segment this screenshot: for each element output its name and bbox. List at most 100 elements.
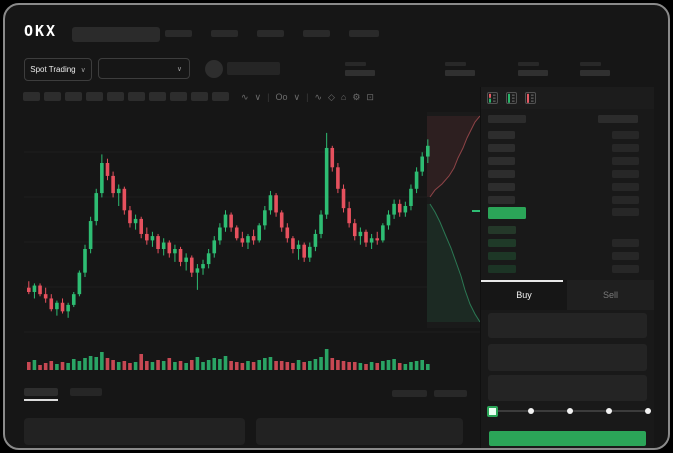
ob-header-right-placeholder bbox=[598, 115, 638, 123]
toolbar-item-5[interactable] bbox=[107, 92, 124, 101]
ask-amount-placeholder bbox=[612, 183, 639, 191]
ask-amount-placeholder bbox=[612, 144, 639, 152]
fullscreen-icon[interactable]: ⊡ bbox=[366, 92, 374, 102]
chart-toolbar-icons: ∿ ∨ | Oo ∨ | ∿ ◇ ⌂ ⚙ ⊡ bbox=[241, 90, 374, 104]
slider-stop[interactable] bbox=[606, 408, 612, 414]
tab-sell[interactable]: Sell bbox=[567, 280, 654, 310]
toolbar-item-4[interactable] bbox=[86, 92, 103, 101]
toolbar-item-10[interactable] bbox=[212, 92, 229, 101]
nav-item-5[interactable] bbox=[349, 30, 379, 37]
ticker-stat-4 bbox=[580, 62, 610, 76]
pair-select-dropdown[interactable]: ∨ bbox=[98, 58, 190, 79]
order-field-1[interactable] bbox=[488, 313, 647, 338]
toolbar-item-7[interactable] bbox=[149, 92, 166, 101]
chart-type-icon[interactable]: ∿ bbox=[241, 92, 249, 102]
divider: | bbox=[267, 92, 270, 102]
bid-price-placeholder bbox=[488, 239, 516, 247]
buy-submit-button[interactable] bbox=[489, 431, 646, 446]
nav-item-1[interactable] bbox=[165, 30, 192, 37]
bid-amount-placeholder bbox=[612, 265, 639, 273]
order-book-bid-row[interactable] bbox=[481, 264, 654, 274]
order-book-ask-row[interactable] bbox=[481, 143, 654, 153]
stat-label-placeholder bbox=[518, 62, 539, 66]
bottom-action-1[interactable] bbox=[392, 390, 427, 397]
ask-price-placeholder bbox=[488, 183, 515, 191]
order-book-ask-row[interactable] bbox=[481, 169, 654, 179]
order-book-ask-row[interactable] bbox=[481, 156, 654, 166]
ticker-stat-2 bbox=[445, 62, 475, 76]
nav-item-2[interactable] bbox=[211, 30, 238, 37]
price-chart[interactable] bbox=[24, 110, 480, 376]
toolbar-item-1[interactable] bbox=[23, 92, 40, 101]
nav-item-3[interactable] bbox=[257, 30, 284, 37]
order-book-ask-row[interactable] bbox=[481, 182, 654, 192]
bottom-tab-indicator bbox=[24, 399, 58, 401]
order-book-ask-row[interactable] bbox=[481, 130, 654, 140]
trade-type-dropdown[interactable]: Spot Trading ∨ bbox=[24, 58, 92, 81]
chevron-down-icon: ∨ bbox=[176, 65, 182, 73]
ask-amount-placeholder bbox=[612, 131, 639, 139]
toolbar-item-8[interactable] bbox=[170, 92, 187, 101]
book-default-icon[interactable] bbox=[487, 92, 498, 104]
camera-icon[interactable]: ⌂ bbox=[340, 92, 347, 102]
pair-coin-icon[interactable] bbox=[205, 60, 223, 78]
amount-slider[interactable] bbox=[481, 403, 654, 419]
stat-label-placeholder bbox=[580, 62, 601, 66]
stat-value-placeholder bbox=[518, 70, 548, 76]
stat-label-placeholder bbox=[445, 62, 466, 66]
search-input[interactable] bbox=[72, 27, 160, 42]
settings-icon[interactable]: ⚙ bbox=[352, 92, 361, 102]
ask-amount-placeholder bbox=[612, 196, 639, 204]
tab-sell-label: Sell bbox=[602, 290, 618, 300]
main-nav bbox=[165, 30, 379, 37]
order-field-3[interactable] bbox=[488, 375, 647, 401]
ask-price-placeholder bbox=[488, 144, 515, 152]
ask-price-placeholder bbox=[488, 170, 515, 178]
toolbar-item-9[interactable] bbox=[191, 92, 208, 101]
chart-toolbar bbox=[23, 92, 229, 101]
active-tab-indicator bbox=[481, 280, 563, 282]
ticker-stat-3 bbox=[518, 62, 548, 76]
slider-stop[interactable] bbox=[567, 408, 573, 414]
stat-value-placeholder bbox=[345, 70, 375, 76]
bottom-panel-1 bbox=[24, 418, 245, 445]
tab-buy-label: Buy bbox=[516, 290, 532, 300]
last-amount-placeholder bbox=[612, 208, 639, 216]
book-bids-icon[interactable] bbox=[506, 92, 517, 104]
ask-price-placeholder bbox=[488, 196, 515, 204]
toolbar-item-2[interactable] bbox=[44, 92, 61, 101]
order-book-bid-row[interactable] bbox=[481, 225, 654, 235]
trade-type-label: Spot Trading bbox=[30, 65, 76, 74]
chart-type-chevron-icon[interactable]: ∨ bbox=[254, 92, 262, 102]
nav-item-4[interactable] bbox=[303, 30, 330, 37]
stat-value-placeholder bbox=[580, 70, 610, 76]
bottom-action-2[interactable] bbox=[434, 390, 467, 397]
app-window: OKX Spot Trading ∨ ∨ ∿ ∨ | Oo ∨ | ∿ ◇ ⌂ ⚙ ⊡ Buy Se… bbox=[3, 3, 670, 450]
toolbar-item-3[interactable] bbox=[65, 92, 82, 101]
draw-tools-icon[interactable]: ◇ bbox=[327, 92, 335, 102]
indicator-chevron-icon[interactable]: ∨ bbox=[293, 92, 301, 102]
divider: | bbox=[306, 92, 309, 102]
stat-value-placeholder bbox=[445, 70, 475, 76]
ask-price-placeholder bbox=[488, 157, 515, 165]
book-asks-icon[interactable] bbox=[525, 92, 536, 104]
last-price-bar[interactable] bbox=[488, 207, 526, 219]
ticker-stat-1 bbox=[345, 62, 375, 76]
wave-icon[interactable]: ∿ bbox=[314, 92, 322, 102]
bottom-tab-1[interactable] bbox=[24, 388, 58, 396]
slider-stop[interactable] bbox=[645, 408, 651, 414]
order-book-bid-row[interactable] bbox=[481, 251, 654, 261]
ob-header-left-placeholder bbox=[488, 115, 526, 123]
bid-price-placeholder bbox=[488, 265, 516, 273]
order-field-2[interactable] bbox=[488, 344, 647, 371]
bid-amount-placeholder bbox=[612, 252, 639, 260]
bottom-tab-2[interactable] bbox=[70, 388, 102, 396]
slider-stop[interactable] bbox=[528, 408, 534, 414]
toolbar-item-6[interactable] bbox=[128, 92, 145, 101]
slider-handle[interactable] bbox=[487, 406, 498, 417]
indicator-icon[interactable]: Oo bbox=[275, 92, 288, 102]
order-book-bid-row[interactable] bbox=[481, 238, 654, 248]
ask-price-placeholder bbox=[488, 131, 515, 139]
tab-buy[interactable]: Buy bbox=[481, 280, 567, 310]
order-book-ask-row[interactable] bbox=[481, 195, 654, 205]
